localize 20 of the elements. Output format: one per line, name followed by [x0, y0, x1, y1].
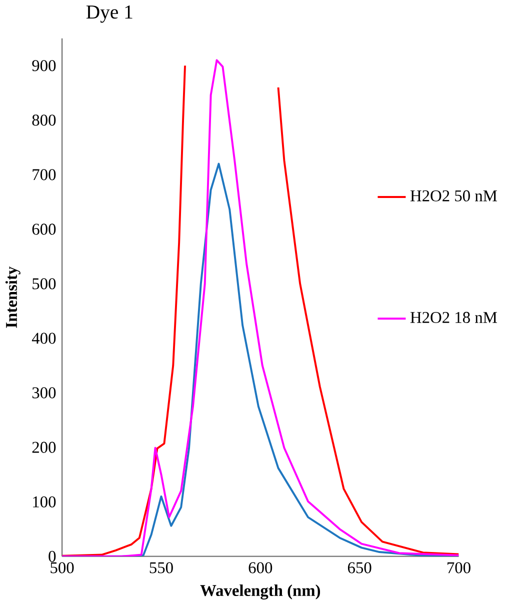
- y-axis-title: Intensity: [6, 266, 21, 328]
- x-tick-label: 700: [448, 562, 471, 574]
- legend-label: H2O2 18 nM: [410, 312, 498, 323]
- y-tick-label: 400: [32, 332, 56, 344]
- y-tick-label: 700: [32, 169, 56, 180]
- y-tick-label: 0: [48, 550, 56, 562]
- x-tick-label: 500: [50, 562, 74, 574]
- y-tick-label: 200: [32, 442, 56, 453]
- y-tick-label: 800: [32, 114, 56, 126]
- y-tick-label: 100: [33, 496, 56, 508]
- y-tick-label: 300: [32, 387, 56, 398]
- legend-label: H2O2 50 nM: [410, 190, 498, 202]
- x-tick-label: 600: [248, 562, 272, 574]
- y-tick-label: 600: [32, 224, 56, 235]
- x-tick-label: 650: [348, 562, 372, 574]
- x-axis-title: Wavelength (nm): [200, 584, 320, 600]
- y-tick-label: 900: [32, 60, 56, 72]
- chart-title: Dye 1: [86, 5, 132, 23]
- y-tick-label: 500: [32, 278, 56, 290]
- x-tick-label: 550: [150, 562, 174, 574]
